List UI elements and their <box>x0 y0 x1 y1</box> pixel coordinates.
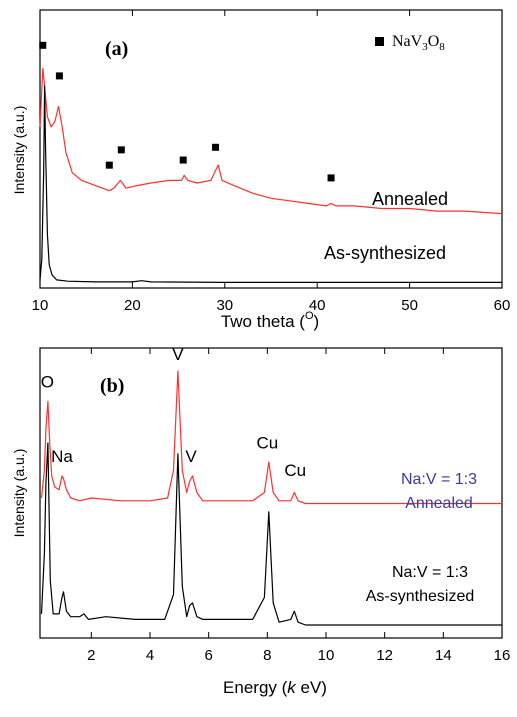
annotation-as-line1: Na:V = 1:3 <box>392 564 468 581</box>
panel-a-series-annealed <box>39 67 503 215</box>
annotation-as-line2: As-synthesized <box>366 588 475 605</box>
panel-b: 2 4 6 8 10 12 14 16 O Na V V Cu Cu (b) Na:V = 1:3 An… <box>11 345 510 697</box>
panel-a-series <box>39 67 503 283</box>
panel-b-series <box>40 370 502 626</box>
panel-a-x-tick-label-1: 20 <box>124 297 141 314</box>
nav3o8-peak-marker-6 <box>327 174 335 182</box>
panel-b-x-ticks: 2 4 6 8 10 12 14 16 <box>87 348 510 664</box>
panel-b-series-as-synthesized <box>40 442 502 626</box>
annotation-as-synthesized: As-synthesized <box>324 243 446 263</box>
panel-a-markers <box>39 41 335 182</box>
peak-label-na-1: Na <box>51 447 73 466</box>
panel-a-x-tick-label-0: 10 <box>32 297 49 314</box>
panel-a-x-tick-label-4: 50 <box>401 297 418 314</box>
peak-label-o-0: O <box>41 373 54 392</box>
panel-a-x-tick-label-3: 40 <box>309 297 326 314</box>
peak-label-v-2: V <box>172 345 184 364</box>
legend-label: NaV3O8 <box>392 33 445 53</box>
nav3o8-peak-marker-5 <box>212 143 220 151</box>
panel-b-x-tick-label-7: 16 <box>494 647 511 664</box>
annotation-annealed-line2: Annealed <box>405 495 473 512</box>
panel-a: 10 20 30 40 50 60 (a) NaV3O8 Annealed As-synt… <box>11 9 511 331</box>
panel-b-x-tick-label-2: 6 <box>204 647 212 664</box>
panel-b-x-label: Energy (k eV) <box>223 678 327 697</box>
panel-a-series-as-synthesized <box>39 85 502 283</box>
peak-label-cu-4: Cu <box>256 433 278 452</box>
panel-b-x-tick-label-0: 2 <box>87 647 95 664</box>
panel-b-x-tick-label-4: 10 <box>318 647 335 664</box>
panel-b-label: (b) <box>100 375 124 397</box>
nav3o8-peak-marker-2 <box>105 161 113 169</box>
legend-square-icon <box>375 37 384 46</box>
peak-label-cu-5: Cu <box>284 461 306 480</box>
panel-a-x-tick-label-2: 30 <box>216 297 233 314</box>
panel-b-x-tick-label-5: 12 <box>376 647 393 664</box>
panel-a-y-label: Intensity (a.u.) <box>11 106 27 195</box>
annotation-annealed: Annealed <box>372 189 448 209</box>
panel-b-series-annealed <box>40 370 502 505</box>
peak-label-v-3: V <box>185 447 197 466</box>
panel-b-x-tick-label-6: 14 <box>435 647 452 664</box>
nav3o8-peak-marker-4 <box>179 156 187 164</box>
panel-a-x-tick-label-5: 60 <box>494 297 511 314</box>
annotation-annealed-line1: Na:V = 1:3 <box>401 471 477 488</box>
panel-b-peak-labels: O Na V V Cu Cu <box>41 345 306 480</box>
panel-a-frame <box>39 9 503 289</box>
panel-b-y-label: Intensity (a.u.) <box>11 449 27 538</box>
panel-b-x-tick-label-3: 8 <box>263 647 271 664</box>
nav3o8-peak-marker-3 <box>117 146 125 154</box>
panel-b-frame <box>39 347 503 639</box>
panel-a-x-label: Two theta (O) <box>221 310 319 331</box>
nav3o8-peak-marker-1 <box>55 72 63 80</box>
panel-a-x-ticks: 10 20 30 40 50 60 <box>32 10 511 314</box>
panel-b-x-tick-label-1: 4 <box>146 647 154 664</box>
nav3o8-peak-marker-0 <box>39 41 47 49</box>
panel-a-label: (a) <box>105 38 128 60</box>
